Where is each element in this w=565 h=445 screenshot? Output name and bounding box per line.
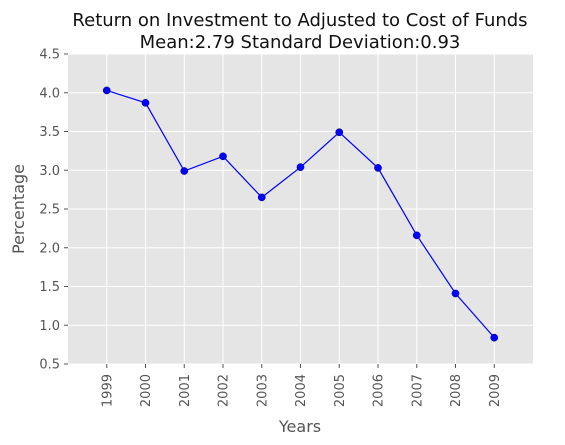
y-tick-label: 1.0 — [39, 319, 60, 334]
y-tick-label: 2.0 — [39, 241, 60, 256]
y-tick-label: 1.5 — [39, 280, 60, 295]
y-tick-label: 0.5 — [39, 358, 60, 373]
y-axis-label: Percentage — [9, 164, 28, 254]
data-point-2007 — [412, 231, 421, 240]
data-series — [102, 86, 499, 342]
data-point-2001 — [180, 167, 189, 175]
x-tick-label: 2007 — [410, 374, 425, 407]
gridlines — [68, 53, 533, 365]
x-tick-label: 2008 — [449, 374, 464, 407]
y-tick-label: 4.5 — [39, 48, 60, 63]
data-point-2004 — [296, 163, 305, 171]
data-point-2002 — [219, 152, 227, 161]
x-axis-label: Years — [278, 417, 321, 436]
y-tick-label: 4.0 — [39, 86, 60, 101]
data-point-1999 — [102, 86, 111, 95]
data-point-2000 — [141, 98, 150, 107]
x-tick-label: 2006 — [372, 374, 387, 407]
chart-title: Return on Investment to Adjusted to Cost… — [72, 10, 527, 31]
x-tick-label: 2002 — [217, 374, 232, 407]
data-point-2003 — [257, 193, 266, 202]
x-tick-label: 2000 — [139, 374, 154, 407]
x-tick-label: 2001 — [178, 374, 193, 407]
data-point-2005 — [335, 128, 344, 137]
data-point-2008 — [451, 289, 460, 298]
chart-subtitle: Mean:2.79 Standard Deviation:0.93 — [140, 32, 461, 53]
y-tick-label: 3.5 — [39, 125, 60, 140]
x-tick-label: 1999 — [100, 374, 115, 407]
y-tick-label: 3.0 — [39, 164, 60, 179]
x-tick-label: 2004 — [294, 374, 309, 407]
data-point-2009 — [490, 333, 499, 342]
y-tick-label: 2.5 — [39, 203, 60, 218]
x-tick-label: 2003 — [255, 374, 270, 407]
x-tick-label: 2005 — [333, 374, 348, 407]
axis-ticks: 0.5 1.0 1.5 2.0 2.5 3.0 3.5 4.0 4.5 1999 2000 2001 2… — [39, 48, 502, 408]
x-tick-label: 2009 — [488, 374, 503, 407]
data-point-2006 — [374, 164, 382, 172]
